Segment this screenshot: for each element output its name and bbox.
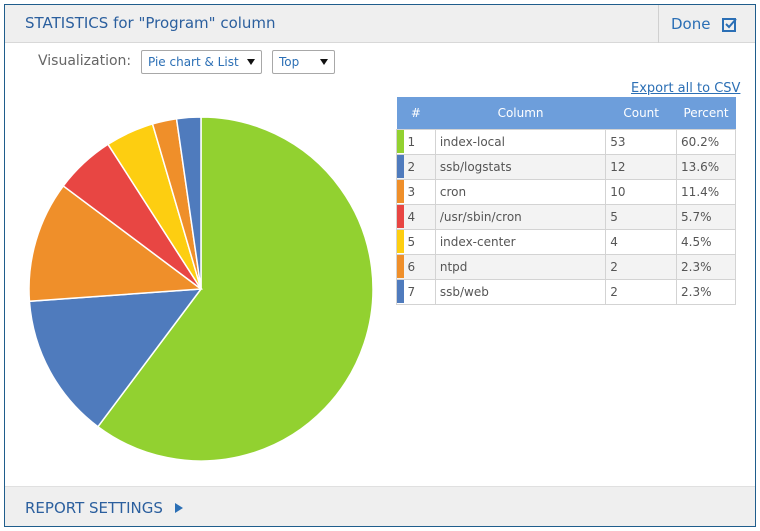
checkbox-check-icon [722,18,738,32]
row-color-swatch [396,253,405,280]
panel-footer: REPORT SETTINGS [5,486,755,526]
row-rank: 2 [404,153,436,180]
row-rank: 5 [404,228,436,255]
row-name: ssb/web [434,278,607,305]
export-csv-link[interactable]: Export all to CSV [631,81,741,96]
table-row: 4/usr/sbin/cron 5 5.7% [396,203,736,230]
row-percent: 4.5% [676,228,736,255]
table-row: 6 ntpd 2 2.3% [396,253,736,280]
table-header-row: # Column Count Percent [396,97,736,129]
row-rank: 3 [404,178,436,205]
statistics-panel: STATISTICS for "Program" column Done Vis… [4,4,756,527]
row-swatch-bar [397,255,404,278]
row-color-swatch [396,278,405,305]
row-name: index-center [434,228,607,255]
visualization-select-value: Pie chart & List [148,55,239,69]
row-swatch-bar [397,180,404,203]
row-percent: 2.3% [676,253,736,280]
row-count: 12 [605,153,678,180]
row-name: cron [434,178,607,205]
row-color-swatch [396,153,405,180]
row-percent: 13.6% [676,153,736,180]
header-column: Column [435,97,606,129]
row-percent: 60.2% [676,128,736,155]
order-select[interactable]: Top [272,50,335,74]
row-name: ntpd [434,253,607,280]
pie-slice-3[interactable] [28,184,204,303]
statistics-table: # Column Count Percent 1 index-local 53 60.… [396,97,736,305]
done-label: Done [671,15,711,33]
row-rank: 1 [404,128,436,155]
panel-header: STATISTICS for "Program" column Done [5,5,755,43]
row-rank: 7 [404,278,436,305]
row-name: /usr/sbin/cron [434,203,607,230]
row-percent: 11.4% [676,178,736,205]
row-swatch-bar [397,280,404,303]
row-swatch-bar [397,130,404,153]
dropdown-arrow-icon [247,59,255,65]
row-color-swatch [396,203,405,230]
report-settings-toggle[interactable]: REPORT SETTINGS [25,499,183,517]
row-percent: 2.3% [676,278,736,305]
done-button[interactable]: Done [671,13,738,35]
visualization-label: Visualization: [38,53,132,69]
pie-slice-1[interactable] [96,116,374,462]
expand-arrow-icon [174,503,183,513]
panel-title: STATISTICS for "Program" column [25,14,276,32]
table-row: 1 index-local 53 60.2% [396,128,736,155]
order-select-value: Top [279,55,300,69]
row-swatch-bar [397,230,404,253]
row-swatch-bar [397,155,404,178]
pie-chart [28,116,374,462]
row-name: ssb/logstats [434,153,607,180]
visualization-select[interactable]: Pie chart & List [141,50,262,74]
row-count: 2 [605,253,678,280]
pie-slice-7[interactable] [175,116,202,290]
header-count: Count [605,97,677,129]
report-settings-label: REPORT SETTINGS [25,499,163,517]
row-swatch-bar [397,205,404,228]
table-row: 5 index-center 4 4.5% [396,228,736,255]
row-count: 10 [605,178,678,205]
row-color-swatch [396,178,405,205]
header-percent: Percent [676,97,736,129]
header-divider [658,5,659,43]
row-count: 2 [605,278,678,305]
header-rank: # [396,97,436,129]
dropdown-arrow-icon [320,59,328,65]
row-color-swatch [396,128,405,155]
pie-slice-2[interactable] [28,288,203,428]
row-name: index-local [434,128,607,155]
table-row: 2 ssb/logstats 12 13.6% [396,153,736,180]
row-percent: 5.7% [676,203,736,230]
row-rank: 6 [404,253,436,280]
table-row: 7 ssb/web 2 2.3% [396,278,736,305]
row-count: 4 [605,228,678,255]
row-rank: 4 [404,203,436,230]
table-row: 3 cron 10 11.4% [396,178,736,205]
row-count: 5 [605,203,678,230]
row-color-swatch [396,228,405,255]
row-count: 53 [605,128,678,155]
